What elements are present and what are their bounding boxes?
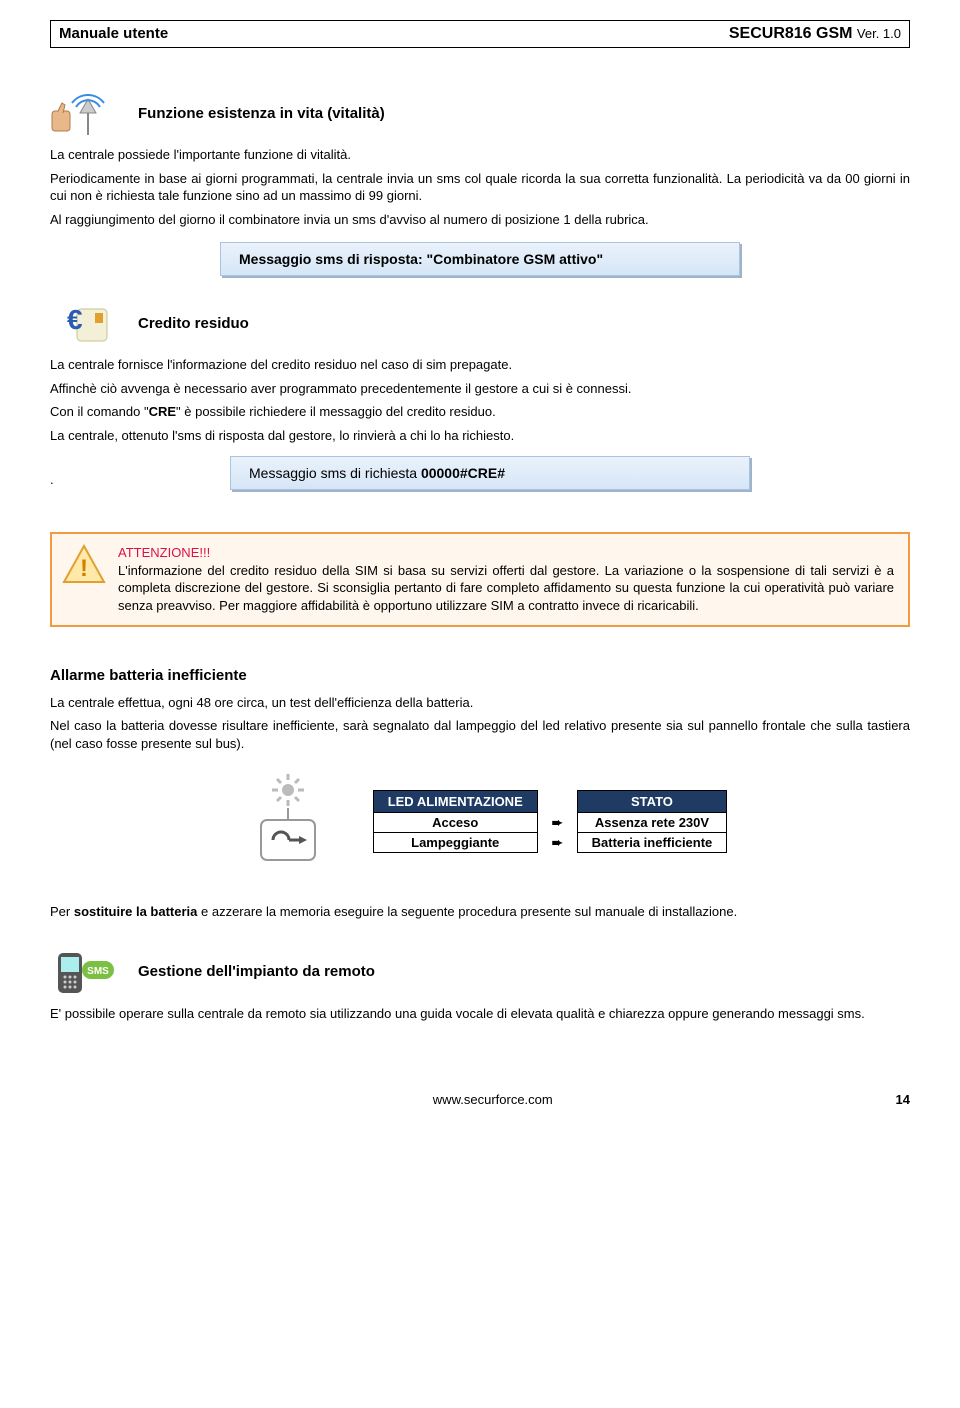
vitality-heading-row: Funzione esistenza in vita (vitalità)	[50, 88, 910, 138]
vitality-p3: Al raggiungimento del giorno il combinat…	[50, 211, 910, 229]
remote-heading-row: SMS Gestione dell'impianto da remoto	[50, 947, 910, 997]
credit-p2: Affinchè ciò avvenga è necessario aver p…	[50, 380, 910, 398]
led-r1-left: Lampeggiante	[373, 833, 537, 853]
product-name: SECUR816 GSM	[729, 25, 853, 42]
page-header: Manuale utente SECUR816 GSM Ver. 1.0	[50, 20, 910, 48]
battery-title: Allarme batteria inefficiente	[50, 667, 910, 684]
vitality-p2: Periodicamente in base ai giorni program…	[50, 170, 910, 205]
euro-sim-icon: €	[50, 298, 120, 348]
credit-title: Credito residuo	[138, 315, 249, 332]
credit-msg-prefix: Messaggio sms di richiesta	[249, 465, 421, 481]
vitality-p1: La centrale possiede l'importante funzio…	[50, 146, 910, 164]
remote-p1: E' possibile operare sulla centrale da r…	[50, 1005, 910, 1023]
led-device-icon	[233, 770, 353, 873]
battery-p3b: sostituire la batteria	[74, 904, 198, 919]
led-th-left: LED ALIMENTAZIONE	[373, 791, 537, 813]
credit-p3c: " è possibile richiedere il messaggio de…	[176, 404, 496, 419]
footer-page: 14	[896, 1092, 910, 1107]
warning-triangle-icon: !	[62, 544, 106, 587]
credit-p3a: Con il comando "	[50, 404, 149, 419]
footer-url: www.securforce.com	[90, 1092, 896, 1107]
warning-title: ATTENZIONE!!!	[118, 545, 210, 560]
svg-text:SMS: SMS	[87, 966, 109, 977]
page-footer: www.securforce.com 14	[50, 1092, 910, 1107]
warning-box: ! ATTENZIONE!!! L'informazione del credi…	[50, 532, 910, 626]
battery-p3a: Per	[50, 904, 74, 919]
led-th-right: STATO	[577, 791, 727, 813]
led-r1-right: Batteria inefficiente	[577, 833, 727, 853]
battery-p3c: e azzerare la memoria eseguire la seguen…	[197, 904, 737, 919]
thumb-signal-icon	[50, 88, 120, 138]
led-table: LED ALIMENTAZIONE STATO Acceso ➨ Assenza…	[373, 790, 728, 853]
warning-text-block: ATTENZIONE!!! L'informazione del credito…	[118, 544, 894, 614]
credit-heading-row: € Credito residuo	[50, 298, 910, 348]
header-left: Manuale utente	[59, 25, 168, 42]
svg-text:!: !	[80, 555, 88, 582]
credit-p4: La centrale, ottenuto l'sms di risposta …	[50, 427, 910, 445]
battery-p3: Per sostituire la batteria e azzerare la…	[50, 903, 910, 921]
table-row: Lampeggiante ➨ Batteria inefficiente	[373, 833, 727, 853]
credit-msg-code: 00000#CRE#	[421, 465, 505, 481]
credit-p3: Con il comando "CRE" è possibile richied…	[50, 403, 910, 421]
battery-p2: Nel caso la batteria dovesse risultare i…	[50, 717, 910, 752]
arrow-icon: ➨	[537, 813, 577, 833]
vitality-title: Funzione esistenza in vita (vitalità)	[138, 105, 385, 122]
credit-cmd: CRE	[149, 404, 176, 419]
credit-p1: La centrale fornisce l'informazione del …	[50, 356, 910, 374]
arrow-icon: ➨	[537, 833, 577, 853]
header-right: SECUR816 GSM Ver. 1.0	[729, 25, 901, 43]
vitality-sms-msg: Messaggio sms di risposta: "Combinatore …	[220, 242, 740, 276]
credit-dot: .	[50, 472, 70, 487]
led-r0-right: Assenza rete 230V	[577, 813, 727, 833]
table-row: Acceso ➨ Assenza rete 230V	[373, 813, 727, 833]
led-table-wrap: LED ALIMENTAZIONE STATO Acceso ➨ Assenza…	[50, 770, 910, 873]
product-version: Ver. 1.0	[857, 26, 901, 41]
credit-sms-msg: Messaggio sms di richiesta 00000#CRE#	[230, 456, 750, 490]
warning-body: L'informazione del credito residuo della…	[118, 563, 894, 613]
battery-p1: La centrale effettua, ogni 48 ore circa,…	[50, 694, 910, 712]
sms-phone-icon: SMS	[50, 947, 120, 997]
remote-title: Gestione dell'impianto da remoto	[138, 963, 375, 980]
svg-text:€: €	[67, 304, 83, 335]
led-r0-left: Acceso	[373, 813, 537, 833]
